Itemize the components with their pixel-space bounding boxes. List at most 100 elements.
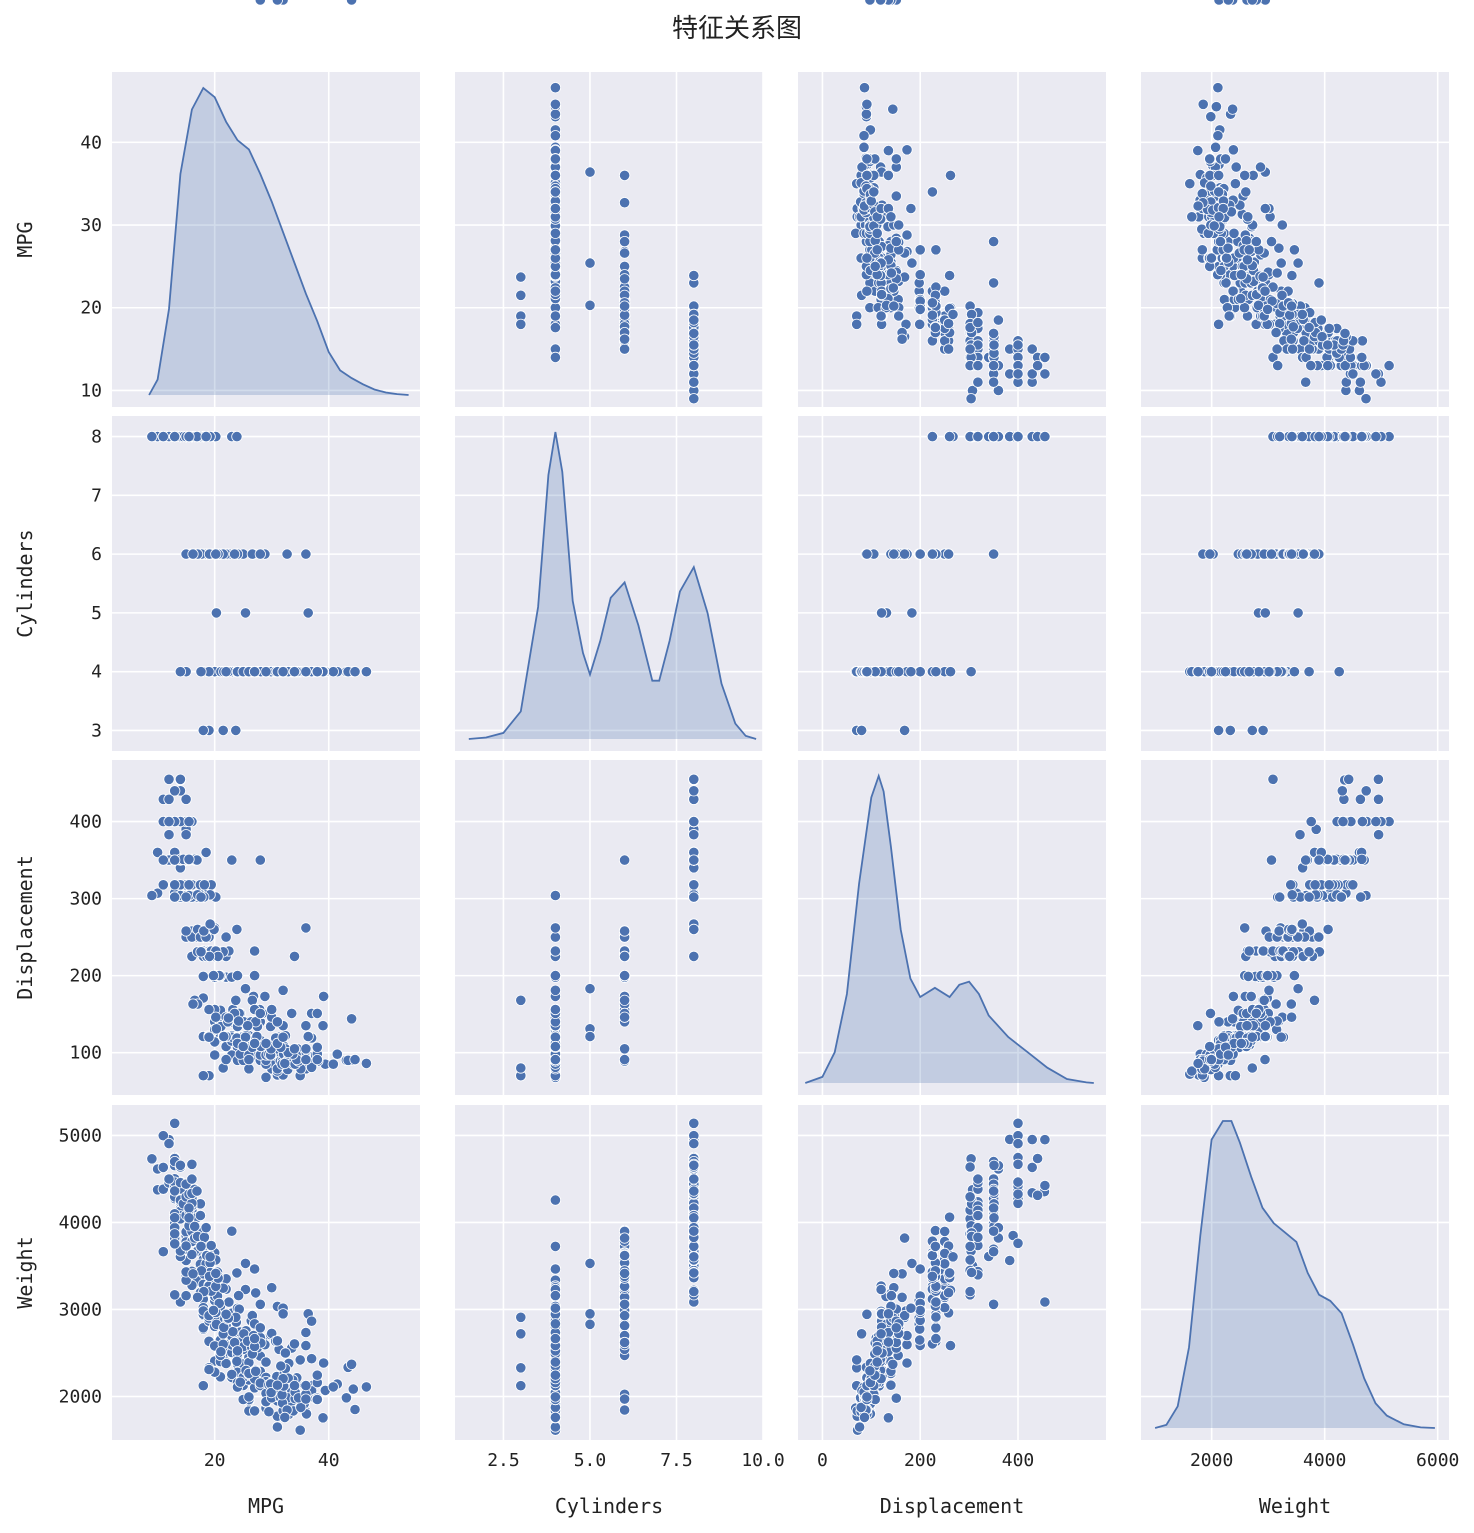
scatter-point	[1192, 200, 1204, 212]
scatter-point	[618, 1320, 631, 1332]
scatter-point	[1257, 724, 1269, 737]
scatter-point	[890, 190, 902, 202]
scatter-point	[688, 339, 700, 351]
scatter-point	[947, 308, 959, 320]
scatter-point	[210, 1267, 222, 1280]
scatter-point	[688, 879, 700, 891]
scatter-point	[1205, 666, 1218, 678]
scatter-point	[300, 1043, 312, 1055]
scatter-point	[317, 990, 330, 1003]
scatter-point	[1355, 891, 1367, 903]
scatter-point	[1276, 219, 1288, 231]
scatter-point	[1242, 211, 1254, 223]
scatter-point	[861, 169, 873, 181]
panel-cylinders-vs-cylinders	[455, 416, 764, 751]
kde-line-mpg	[148, 86, 409, 396]
scatter-point	[1259, 0, 1271, 6]
scatter-point	[1265, 548, 1278, 560]
scatter-point	[898, 1232, 911, 1244]
scatter-point	[858, 141, 870, 153]
scatter-point	[861, 666, 873, 678]
scatter-point	[246, 994, 258, 1006]
scatter-point	[1258, 994, 1270, 1006]
kde-area-cylinders	[468, 432, 757, 739]
panel-cylinders-vs-mpg	[112, 0, 420, 751]
scatter-point	[1272, 359, 1284, 372]
scatter-point	[300, 1054, 312, 1066]
scatter-point	[231, 430, 243, 443]
scatter-point	[169, 1117, 181, 1129]
scatter-point	[1213, 318, 1225, 330]
scatter-point	[930, 1322, 942, 1334]
scatter-point	[1221, 252, 1233, 264]
scatter-point	[277, 984, 289, 996]
scatter-point	[163, 1173, 175, 1185]
scatter-point	[1228, 227, 1240, 239]
scatter-point	[1259, 1030, 1271, 1043]
scatter-point	[861, 153, 873, 165]
scatter-point	[1262, 303, 1274, 315]
scatter-point	[1286, 1011, 1298, 1023]
panel-mpg-vs-cylinders	[455, 72, 764, 407]
panel-background	[455, 1105, 763, 1440]
scatter-point	[926, 548, 939, 560]
scatter-point	[549, 1369, 562, 1381]
scatter-point	[898, 548, 911, 560]
scatter-point	[987, 376, 1000, 388]
scatter-point	[1308, 994, 1321, 1006]
scatter-point	[868, 186, 880, 198]
scatter-point	[200, 430, 212, 443]
scatter-point	[1286, 269, 1298, 282]
scatter-point	[146, 889, 158, 902]
scatter-point	[929, 1225, 942, 1237]
scatter-point	[618, 300, 631, 312]
scatter-point	[914, 318, 926, 330]
scatter-point	[944, 169, 957, 181]
scatter-point	[254, 854, 266, 866]
scatter-point	[1220, 277, 1232, 289]
scatter-point	[1297, 548, 1309, 560]
scatter-point	[944, 1340, 957, 1352]
scatter-point	[855, 724, 868, 737]
scatter-point	[1012, 1158, 1024, 1170]
scatter-point	[871, 1356, 883, 1368]
scatter-point	[688, 269, 700, 282]
panel-background	[798, 72, 1106, 407]
scatter-point	[260, 1071, 272, 1083]
scatter-point	[549, 1240, 562, 1253]
scatter-point	[618, 1011, 631, 1023]
scatter-point	[688, 923, 700, 936]
scatter-point	[1039, 1134, 1051, 1146]
scatter-point	[311, 666, 323, 678]
panel-displacement-vs-displacement	[798, 760, 1106, 1095]
scatter-point	[1347, 879, 1359, 891]
scatter-point	[618, 1249, 631, 1262]
scatter-point	[869, 260, 881, 272]
scatter-point	[888, 300, 900, 312]
scatter-point	[885, 267, 898, 279]
scatter-point	[1246, 1031, 1258, 1043]
scatter-point	[901, 144, 913, 156]
y-tick-label: 400	[69, 812, 102, 833]
scatter-point	[987, 1202, 1000, 1214]
scatter-point	[987, 1185, 1000, 1197]
scatter-point	[942, 317, 955, 330]
scatter-point	[288, 666, 301, 678]
scatter-point	[584, 299, 596, 311]
x-tick-label: 7.5	[660, 1450, 693, 1471]
scatter-point	[972, 1231, 984, 1243]
scatter-point	[1354, 376, 1367, 388]
scatter-point	[1004, 1254, 1016, 1267]
scatter-point	[157, 879, 169, 891]
scatter-point	[1356, 853, 1368, 865]
scatter-point	[947, 1251, 959, 1263]
scatter-point	[1241, 1020, 1253, 1032]
scatter-point	[174, 666, 186, 678]
scatter-point	[260, 666, 272, 678]
panel-background	[455, 760, 763, 1095]
scatter-point	[1267, 773, 1279, 785]
scatter-point	[191, 1185, 203, 1197]
scatter-point	[896, 1291, 908, 1303]
scatter-point	[549, 82, 562, 94]
scatter-point	[1265, 236, 1278, 248]
